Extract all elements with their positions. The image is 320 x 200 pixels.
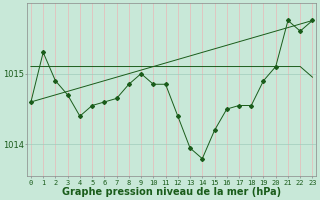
X-axis label: Graphe pression niveau de la mer (hPa): Graphe pression niveau de la mer (hPa): [62, 187, 281, 197]
